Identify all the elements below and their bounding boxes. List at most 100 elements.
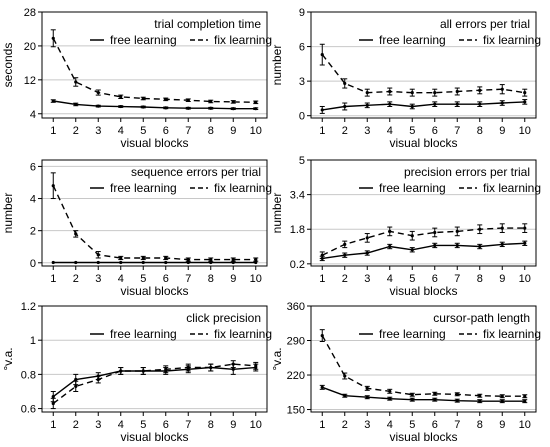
panel-title: precision errors per trial [404,165,530,179]
data-point [320,53,324,57]
series-line [322,242,525,260]
data-point [410,104,414,109]
x-tick-label: 8 [477,273,483,285]
x-tick-label: 9 [499,125,505,137]
x-tick-label: 6 [163,273,169,285]
x-tick-label: 9 [230,419,236,431]
series-line [321,335,525,397]
plot-frame [41,159,268,267]
data-point [186,257,190,262]
data-point [365,103,369,107]
data-point [51,36,55,40]
x-axis-label: visual blocks [389,136,457,150]
x-tick-label: 1 [319,125,325,137]
x-tick-label: 10 [250,125,262,137]
data-point [410,234,414,238]
y-tick-label: 1.2 [21,301,36,313]
data-point [523,226,527,230]
data-point [141,369,145,373]
x-tick-label: 10 [519,125,531,137]
legend-label-free: free learning [379,181,446,195]
data-point [74,384,78,388]
data-point [320,108,324,112]
data-point [388,389,392,393]
data-point [365,236,369,240]
series-line [322,386,525,402]
x-tick-label: 1 [50,125,56,137]
data-point [500,87,504,91]
data-point [96,377,100,382]
data-point [231,362,235,366]
series-line [52,366,256,398]
data-point [343,394,347,398]
data-point [74,80,78,84]
panel-title: sequence errors per trial [131,165,261,179]
data-point [365,395,369,399]
y-tick-label: 6 [30,161,36,173]
data-point [119,369,123,373]
data-point [209,99,213,104]
data-point [433,243,437,248]
data-point [164,367,168,371]
plot-frame [41,305,268,413]
y-axis-label: °v.a. [270,347,284,370]
x-tick-label: 3 [364,419,370,431]
y-tick-label: 3.4 [290,190,305,202]
chart-panel-6: 150 220 290 360 1 2 3 4 5 6 7 8 9 10 visual blocks °v.a… [270,301,541,444]
y-tick-label: 0.6 [21,404,36,416]
x-tick-label: 2 [342,125,348,137]
y-tick-label: 28 [24,7,36,19]
y-tick-label: 2 [30,226,36,238]
data-point [478,394,482,398]
data-point [388,102,392,106]
x-tick-label: 1 [50,419,56,431]
y-tick-label: 20 [24,41,36,53]
legend-label-fix: fix learning [214,327,272,341]
y-tick-label: 220 [287,370,305,382]
legend-label-free: free learning [110,33,177,47]
y-axis-label: number [270,193,284,234]
chart-panel-3: 0 2 4 6 1 2 3 4 5 6 7 8 9 10 visual blocks number sequen… [1,159,272,298]
x-tick-label: 4 [387,125,393,137]
chart-panel-4: 0.2 1.8 3.4 5 1 2 3 4 5 6 7 8 9 10 visual blocks number… [270,155,541,298]
legend-label-free: free learning [379,33,446,47]
x-tick-label: 7 [185,125,191,137]
series-line [52,37,256,103]
series-free-learning [50,363,259,403]
data-point [455,392,459,396]
y-tick-label: 6 [299,42,305,54]
data-point [231,257,235,262]
x-tick-label: 9 [499,273,505,285]
y-tick-label: 4 [30,109,36,121]
data-point [388,397,392,401]
x-tick-label: 10 [250,419,262,431]
data-point [96,260,100,265]
y-axis-label: °v.a. [1,347,15,370]
x-tick-label: 8 [477,125,483,137]
y-tick-label: 1.8 [290,224,305,236]
data-point [455,243,459,248]
y-tick-label: 9 [299,7,305,19]
data-point [51,99,55,103]
x-axis-label: visual blocks [389,430,457,444]
data-point [455,102,459,106]
legend-label-free: free learning [110,181,177,195]
data-point [186,98,190,102]
x-tick-label: 3 [95,419,101,431]
y-tick-label: 0.8 [21,369,36,381]
data-point [254,364,258,368]
x-tick-label: 1 [319,273,325,285]
x-tick-label: 2 [342,419,348,431]
data-point [320,253,324,257]
x-tick-label: 4 [387,419,393,431]
x-axis-label: visual blocks [120,430,188,444]
data-point [455,399,459,403]
y-tick-label: 4 [30,194,36,206]
series-fix-learning [50,172,259,262]
legend-label-fix: fix learning [483,33,541,47]
data-point [500,394,504,398]
legend-label-fix: fix learning [214,33,272,47]
series-fix-learning [50,360,259,410]
series-free-learning [51,260,258,265]
series-free-learning [319,240,528,262]
